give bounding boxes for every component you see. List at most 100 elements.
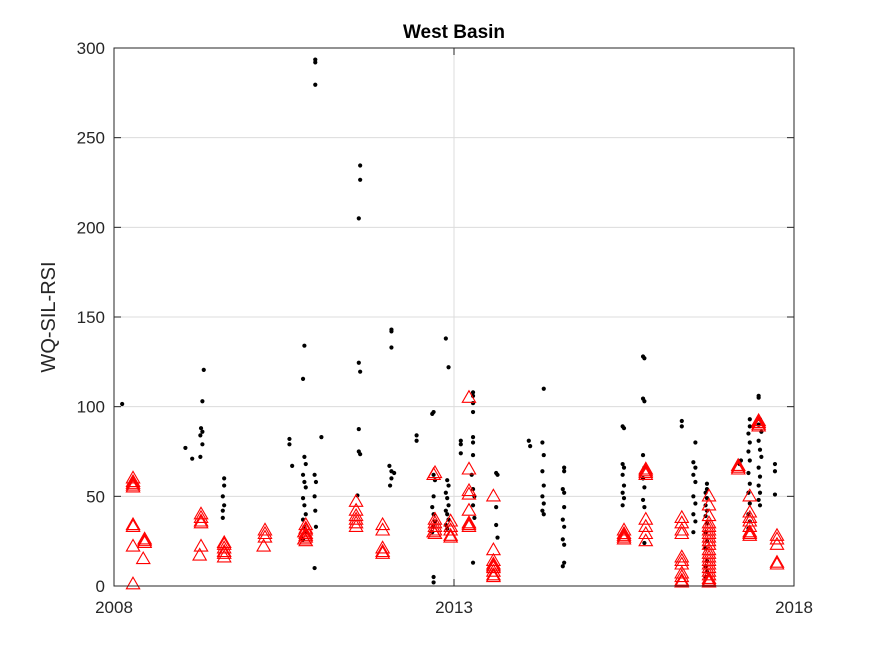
data-point-dot <box>392 470 397 476</box>
data-point-dot <box>747 501 752 506</box>
data-point-dot <box>620 472 625 477</box>
data-point-dot <box>356 360 361 365</box>
data-point-triangle <box>298 533 314 547</box>
data-point-dot <box>313 524 319 529</box>
data-point-dot <box>120 401 125 407</box>
data-point-triangle <box>638 511 654 525</box>
data-point-triangle <box>638 525 654 540</box>
data-point-triangle <box>427 518 443 532</box>
data-point-triangle <box>638 518 654 532</box>
data-point-triangle <box>216 543 232 558</box>
data-point-dot <box>759 429 764 434</box>
data-point-dot <box>746 449 751 454</box>
data-point-dot <box>470 435 476 440</box>
data-point-triangle <box>485 488 502 502</box>
data-point-dot <box>541 483 546 488</box>
data-point-dot <box>356 216 361 221</box>
data-point-dot <box>746 470 751 476</box>
data-point-triangle <box>674 565 690 579</box>
data-point-triangle <box>192 547 208 561</box>
data-point-dot <box>756 465 761 470</box>
data-point-dot <box>200 429 205 434</box>
data-point-dot <box>358 177 363 182</box>
data-point-triangle <box>701 488 717 502</box>
data-point-triangle <box>638 461 654 475</box>
data-point-triangle <box>461 389 477 403</box>
data-point-dot <box>541 501 546 506</box>
data-point-triangle <box>216 549 232 563</box>
data-point-triangle <box>461 518 477 532</box>
data-point-triangle <box>298 525 314 540</box>
data-point-triangle <box>742 509 758 523</box>
data-point-dot <box>472 515 477 520</box>
data-point-dot <box>540 508 545 513</box>
data-point-triangle <box>701 570 717 584</box>
data-point-dot <box>691 530 696 535</box>
data-point-triangle <box>461 515 477 529</box>
data-point-dot <box>772 469 778 474</box>
data-point-dot <box>621 426 627 431</box>
data-point-dot <box>430 504 435 510</box>
data-point-triangle <box>751 418 767 432</box>
data-point-dot <box>642 356 647 361</box>
data-point-dot <box>458 438 463 443</box>
data-point-dot <box>693 519 698 524</box>
data-point-dot <box>222 483 227 488</box>
data-point-dot <box>621 465 627 470</box>
data-point-triangle <box>461 461 477 475</box>
data-point-triangle <box>674 549 690 563</box>
data-point-dot <box>562 560 567 565</box>
data-point-dot <box>470 452 476 458</box>
data-point-triangle <box>375 543 391 558</box>
data-point-triangle <box>348 493 364 507</box>
data-point-dot <box>387 483 393 488</box>
data-point-triangle <box>298 527 314 541</box>
data-point-dot <box>470 440 476 445</box>
data-point-triangle <box>137 534 153 549</box>
data-point-dot <box>540 440 545 445</box>
ticks: 0 50 100 150 200 250 300 2008 2013 2018 <box>77 39 813 617</box>
data-point-dot <box>562 524 567 529</box>
data-point-dot <box>747 458 752 463</box>
data-point-dot <box>560 537 565 542</box>
y-tick-label: 150 <box>77 308 105 327</box>
data-point-triangle <box>256 538 272 552</box>
data-point-triangle <box>742 488 758 502</box>
data-point-triangle <box>375 522 391 536</box>
data-point-triangle <box>348 511 364 525</box>
data-point-dot <box>560 564 565 569</box>
data-point-dot <box>526 438 531 443</box>
data-point-dot <box>679 418 684 424</box>
data-point-dot <box>431 472 436 477</box>
data-point-triangle <box>443 529 459 543</box>
data-point-dot <box>300 472 306 477</box>
data-point-triangle <box>216 545 232 559</box>
data-point-dot <box>757 447 763 452</box>
data-point-dot <box>222 476 227 481</box>
data-point-dot <box>704 481 710 486</box>
data-point-triangle <box>135 551 151 565</box>
data-point-dot <box>620 490 625 495</box>
data-point-triangle <box>616 531 632 545</box>
data-point-triangle <box>769 527 785 541</box>
data-point-dot <box>470 400 476 406</box>
data-point-dot <box>443 508 448 513</box>
data-point-dot <box>302 503 307 508</box>
data-point-dot <box>772 492 778 497</box>
data-point-dot <box>445 496 450 501</box>
data-point-dot <box>319 435 324 440</box>
data-point-dot <box>190 456 195 461</box>
data-point-dot <box>494 522 499 528</box>
data-point-dot <box>389 329 394 334</box>
data-point-dot <box>200 399 205 404</box>
data-point-dot <box>528 444 533 449</box>
y-tick-label: 300 <box>77 39 105 58</box>
data-point-dot <box>469 472 474 477</box>
data-point-dot <box>198 426 204 431</box>
data-point-dot <box>642 485 647 490</box>
data-point-dot <box>358 163 363 168</box>
plot-marks <box>120 57 785 590</box>
data-point-triangle <box>701 572 717 586</box>
data-point-dot <box>494 504 499 510</box>
